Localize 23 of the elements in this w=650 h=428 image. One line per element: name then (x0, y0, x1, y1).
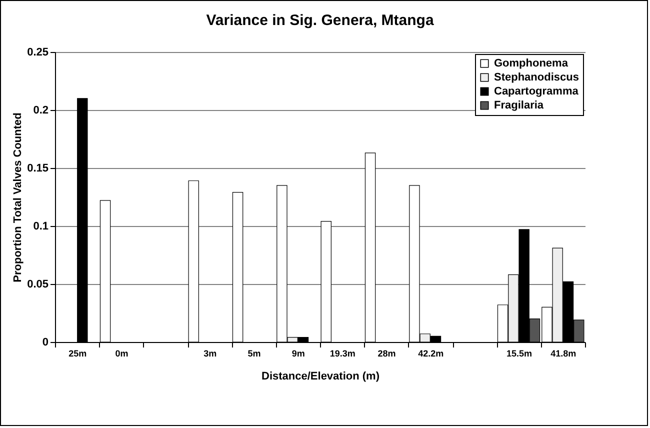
legend-label: Stephanodiscus (494, 72, 579, 84)
x-tick-label: 5m (248, 348, 261, 358)
y-tick-label: 0.05 (27, 278, 48, 290)
y-tick-label: 0.1 (33, 220, 48, 232)
chart-title: Variance in Sig. Genera, Mtanga (206, 12, 434, 29)
x-tick-label: 0m (115, 348, 128, 358)
y-tick-label: 0 (42, 336, 48, 348)
y-tick-label: 0.2 (33, 104, 48, 116)
legend-label: Fragilaria (494, 100, 544, 112)
y-tick-label: 0.15 (27, 162, 48, 174)
x-tick-label: 9m (292, 348, 305, 358)
y-tick-label: 0.25 (27, 46, 48, 58)
legend-label: Capartogramma (494, 86, 580, 98)
x-axis-title: Distance/Elevation (m) (262, 370, 380, 382)
x-tick-label: 41.8m (550, 348, 576, 358)
legend-label: Gomphonema (494, 58, 569, 70)
x-tick-label: 42.2m (418, 348, 444, 358)
x-tick-label: 25m (68, 348, 87, 358)
x-tick-label: 19.3m (330, 348, 356, 358)
x-tick-label: 3m (204, 348, 217, 358)
x-tick-label: 15.5m (506, 348, 532, 358)
y-axis-title: Proportion Total Valves Counted (12, 112, 24, 282)
x-tick-label: 28m (378, 348, 396, 358)
